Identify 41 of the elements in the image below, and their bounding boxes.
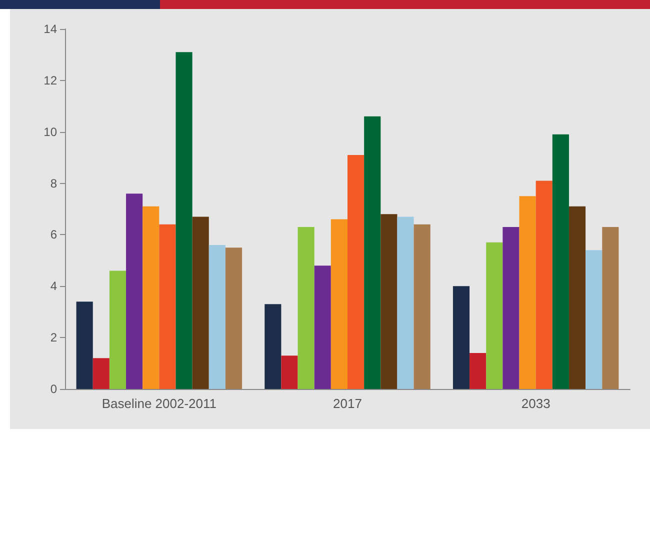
bar — [364, 116, 381, 389]
bar — [225, 248, 242, 389]
bar — [552, 134, 569, 389]
bar — [397, 216, 414, 389]
bar — [76, 302, 93, 389]
bar — [192, 216, 209, 389]
bar — [281, 356, 298, 389]
y-tick-label: 14 — [44, 22, 58, 36]
bar — [380, 214, 398, 389]
y-tick-label: 12 — [44, 73, 58, 88]
x-tick-label: 2017 — [333, 396, 362, 411]
bar — [298, 227, 314, 389]
y-tick-label: 2 — [50, 330, 58, 345]
bar — [109, 270, 126, 389]
bar — [602, 227, 619, 389]
bar — [486, 242, 503, 389]
x-tick-label: Baseline 2002-2011 — [102, 396, 217, 411]
bar — [568, 206, 586, 389]
bar — [502, 227, 520, 389]
y-tick-label: 8 — [50, 176, 58, 190]
bar — [264, 304, 282, 389]
bar — [126, 194, 143, 389]
x-tick-label: 2033 — [521, 396, 550, 411]
bar — [142, 206, 160, 389]
bar — [452, 286, 470, 389]
bar — [176, 52, 192, 389]
y-tick-label: 0 — [50, 382, 58, 396]
bar — [414, 224, 430, 389]
bar — [159, 224, 176, 389]
bar — [470, 353, 486, 389]
bar — [314, 266, 331, 389]
bar — [536, 180, 552, 389]
bar — [348, 155, 364, 389]
bar — [92, 358, 110, 389]
y-tick-label: 6 — [50, 228, 58, 242]
bar — [330, 219, 348, 389]
y-tick-label: 4 — [50, 279, 58, 294]
bar — [586, 250, 602, 389]
y-tick-label: 10 — [44, 124, 58, 139]
bar — [208, 245, 226, 389]
bar — [519, 196, 536, 389]
